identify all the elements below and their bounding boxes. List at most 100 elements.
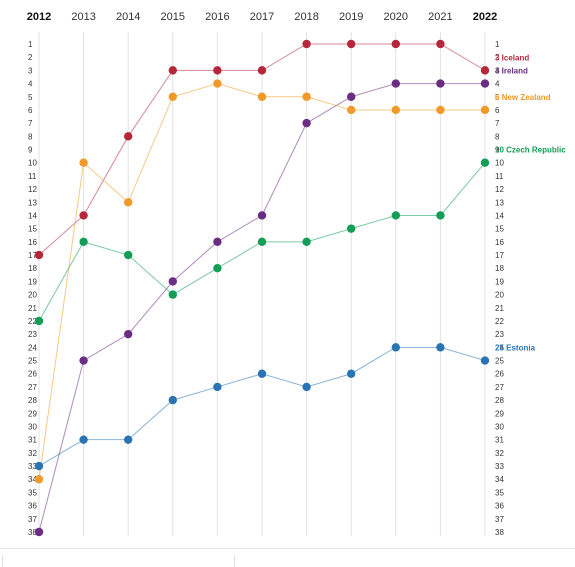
point-estonia-2019	[347, 369, 356, 378]
rank-tick-right: 32	[495, 449, 504, 458]
year-axis: 2012 2013 2014 2015 2016 2017 2018 2019 2020 2021…	[27, 11, 497, 23]
end-label-iceland: 3 Iceland	[495, 53, 529, 62]
rank-tick-right: 26	[495, 370, 504, 379]
rank-tick-left: 8	[28, 132, 33, 141]
point-czech-republic-2016	[213, 264, 222, 273]
point-estonia-2017	[257, 369, 267, 378]
rank-tick-right: 37	[495, 515, 504, 524]
rank-tick-right: 17	[495, 251, 504, 260]
rank-tick-right: 30	[495, 422, 504, 431]
rank-tick-right: 23	[495, 330, 504, 339]
year-label-2020: 2020	[384, 11, 408, 23]
rank-tick-left: 21	[28, 304, 37, 313]
point-iceland-2021	[436, 39, 445, 49]
point-ireland-2022	[480, 79, 490, 88]
end-label-estonia: 25 Estonia	[495, 344, 536, 353]
rank-tick-left: 5	[28, 93, 33, 102]
rank-tick-left: 22	[28, 317, 37, 326]
rank-tick-right: 5	[495, 93, 500, 102]
rank-tick-left: 19	[28, 277, 37, 286]
point-czech-republic-2015	[168, 290, 177, 299]
rank-tick-left: 27	[28, 383, 37, 392]
point-czech-republic-2021	[436, 211, 445, 220]
rank-tick-right: 6	[495, 106, 500, 115]
rank-tick-right: 4	[495, 80, 500, 89]
point-estonia-2020	[391, 343, 400, 352]
point-ireland-2013	[79, 356, 88, 365]
point-iceland-2016	[213, 66, 222, 75]
point-ireland-2014	[124, 329, 133, 339]
rank-tick-left: 11	[28, 172, 37, 181]
rank-tick-left: 6	[28, 106, 33, 115]
rank-tick-left: 26	[28, 370, 37, 379]
point-new-zealand-2012	[34, 475, 44, 484]
rank-tick-right: 16	[495, 238, 504, 247]
point-iceland-2022	[480, 66, 490, 75]
rank-tick-left: 32	[28, 449, 37, 458]
point-new-zealand-2019	[347, 105, 356, 115]
point-iceland-2012	[34, 250, 44, 260]
point-ireland-2021	[436, 79, 445, 88]
rank-tick-right: 36	[495, 502, 504, 511]
point-estonia-2016	[213, 382, 222, 392]
point-czech-republic-2012	[34, 316, 44, 326]
rank-tick-right: 31	[495, 436, 504, 445]
rank-tick-left: 31	[28, 436, 37, 445]
rank-tick-left: 1	[28, 40, 33, 49]
rank-tick-right: 33	[495, 462, 504, 471]
point-new-zealand-2017	[257, 92, 267, 101]
rank-tick-left: 34	[28, 475, 37, 484]
rank-tick-left: 16	[28, 238, 37, 247]
rank-tick-right: 22	[495, 317, 504, 326]
point-estonia-2012	[34, 461, 44, 471]
rank-tick-left: 36	[28, 502, 37, 511]
year-label-2016: 2016	[205, 11, 229, 23]
year-label-2018: 2018	[294, 11, 318, 23]
rank-tick-right: 24	[495, 343, 504, 352]
year-label-2021: 2021	[428, 11, 452, 23]
rank-tick-left: 2	[28, 53, 33, 62]
series-group	[34, 39, 490, 537]
rank-tick-left: 17	[28, 251, 37, 260]
point-ireland-2016	[213, 237, 222, 247]
rank-tick-left: 3	[28, 66, 33, 75]
rank-tick-left: 30	[28, 422, 37, 431]
rank-tick-left: 35	[28, 488, 37, 497]
rank-tick-left: 4	[28, 80, 33, 89]
point-czech-republic-2020	[391, 211, 400, 220]
footer-tick	[234, 555, 235, 567]
rank-tick-right: 34	[495, 475, 504, 484]
point-estonia-2013	[79, 435, 88, 444]
rank-tick-right: 10	[495, 159, 504, 168]
rank-tick-right: 19	[495, 277, 504, 286]
end-label-ireland: 4 Ireland	[495, 67, 528, 76]
point-iceland-2018	[302, 39, 311, 49]
point-estonia-2015	[168, 395, 177, 405]
point-iceland-2014	[124, 132, 133, 141]
rank-tick-right: 15	[495, 225, 504, 234]
point-czech-republic-2019	[347, 224, 356, 233]
point-new-zealand-2013	[79, 158, 88, 167]
rank-tick-right: 7	[495, 119, 500, 128]
rank-tick-right: 9	[495, 146, 500, 155]
point-czech-republic-2014	[124, 250, 133, 260]
rank-tick-right: 35	[495, 488, 504, 497]
rank-tick-right: 18	[495, 264, 504, 273]
rank-tick-right: 27	[495, 383, 504, 392]
rank-tick-right: 38	[495, 528, 504, 537]
rank-tick-right: 21	[495, 304, 504, 313]
rank-tick-left: 25	[28, 357, 37, 366]
point-new-zealand-2021	[436, 105, 445, 115]
rank-tick-right: 12	[495, 185, 504, 194]
point-estonia-2018	[302, 382, 311, 392]
rank-tick-right: 14	[495, 211, 504, 220]
point-ireland-2019	[347, 92, 356, 101]
rank-tick-left: 23	[28, 330, 37, 339]
end-label-new-zealand: 6 New Zealand	[495, 93, 551, 102]
point-iceland-2017	[257, 66, 267, 75]
rank-tick-left: 29	[28, 409, 37, 418]
rank-tick-right: 3	[495, 66, 500, 75]
point-ireland-2020	[391, 79, 400, 88]
